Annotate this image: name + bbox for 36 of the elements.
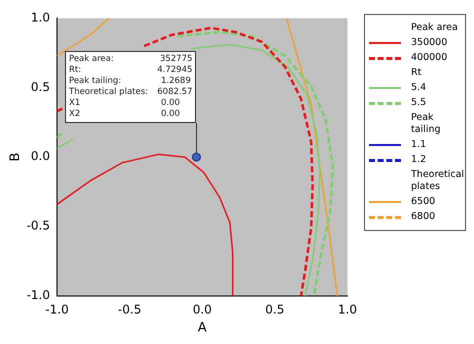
legend-label: 1.2 (411, 154, 426, 166)
legend-label: 1.1 (411, 139, 426, 151)
legend-label: 350000 (411, 37, 448, 49)
text: Peak tailing (410, 112, 442, 136)
annotation: 4.72945 (157, 65, 192, 76)
x-tick-label: -1.0 (45, 302, 69, 316)
legend-label: 5.4 (411, 82, 426, 94)
x-axis-title: A (198, 320, 207, 336)
annotation: X2 (69, 109, 82, 120)
legend-label: 400000 (411, 52, 448, 64)
x-tick-label: -0.5 (118, 302, 142, 316)
x-tick-label: 0.0 (192, 302, 212, 316)
text: Peak area (410, 22, 459, 34)
y-tick-label: 0.5 (30, 80, 50, 94)
legend-label: 6500 (411, 196, 436, 208)
legend-label: 6800 (411, 211, 436, 223)
annotation: 352775 (160, 54, 192, 66)
annotation: 1.2689 (161, 76, 191, 88)
annotation: 6082.57 (157, 87, 192, 98)
annotation: X1 (69, 98, 82, 110)
y-tick-label: -0.5 (26, 218, 50, 233)
annotation: Theoretical plates: (69, 87, 150, 98)
text: Rt (410, 67, 422, 79)
y-tick-label: -1.0 (26, 288, 50, 302)
text: Theoretical plates (410, 169, 464, 193)
y-tick-label: 0.0 (30, 149, 50, 164)
y-tick-label: 1.0 (30, 10, 50, 24)
legend-label: 5.5 (411, 97, 426, 109)
x-tick-label: 1.0 (338, 302, 358, 316)
x-tick-label: 0.5 (265, 302, 284, 316)
annotation: Peak area: (69, 54, 115, 66)
y-axis-title: B (8, 152, 24, 162)
annotation: 0.00 (161, 98, 180, 110)
annotation: 0.00 (161, 109, 180, 120)
annotation: Peak tailing: (69, 76, 122, 88)
annotation: Rt: (69, 65, 82, 76)
